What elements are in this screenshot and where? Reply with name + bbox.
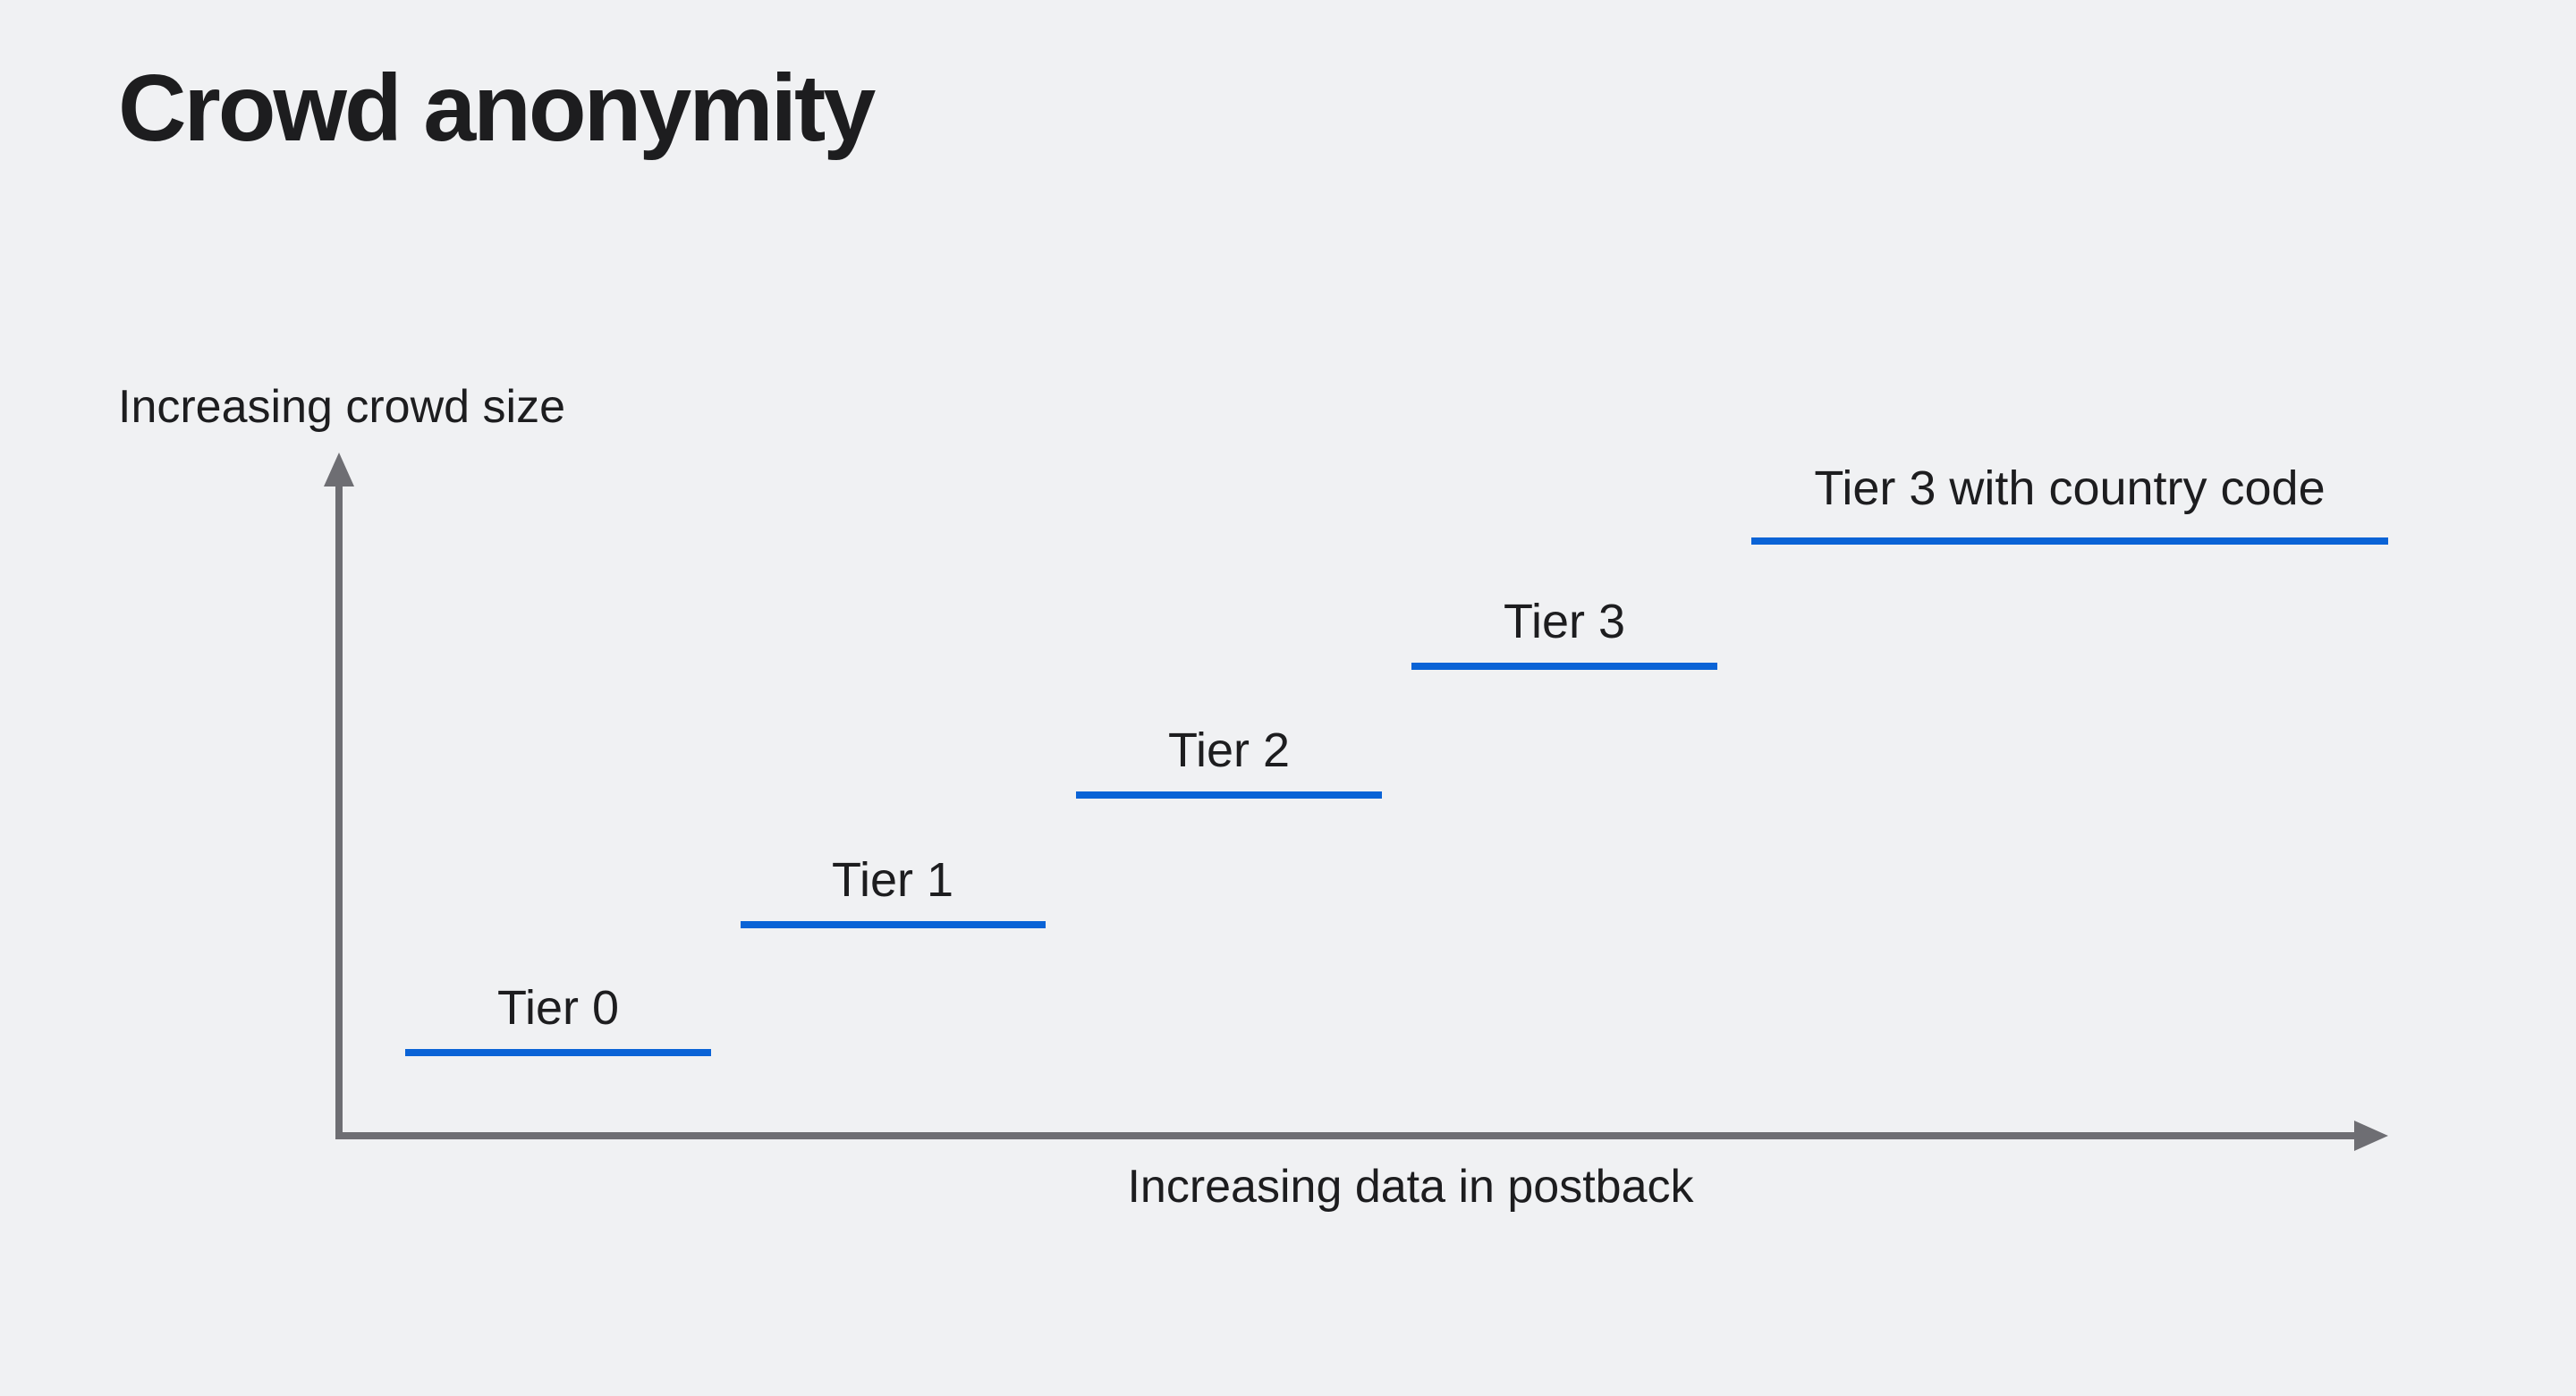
tier-0-label: Tier 0 — [497, 981, 619, 1035]
y-axis-label: Increasing crowd size — [118, 381, 565, 433]
x-axis-label: Increasing data in postback — [1127, 1161, 1694, 1213]
tier-3-country-code-label: Tier 3 with country code — [1814, 461, 2325, 515]
slide-title: Crowd anonymity — [118, 55, 876, 161]
y-axis-arrowhead — [324, 453, 354, 486]
tier-2-label: Tier 2 — [1168, 723, 1290, 777]
x-axis-arrowhead — [2354, 1121, 2388, 1151]
tier-1-label: Tier 1 — [832, 853, 953, 907]
tier-3-label: Tier 3 — [1504, 595, 1625, 648]
